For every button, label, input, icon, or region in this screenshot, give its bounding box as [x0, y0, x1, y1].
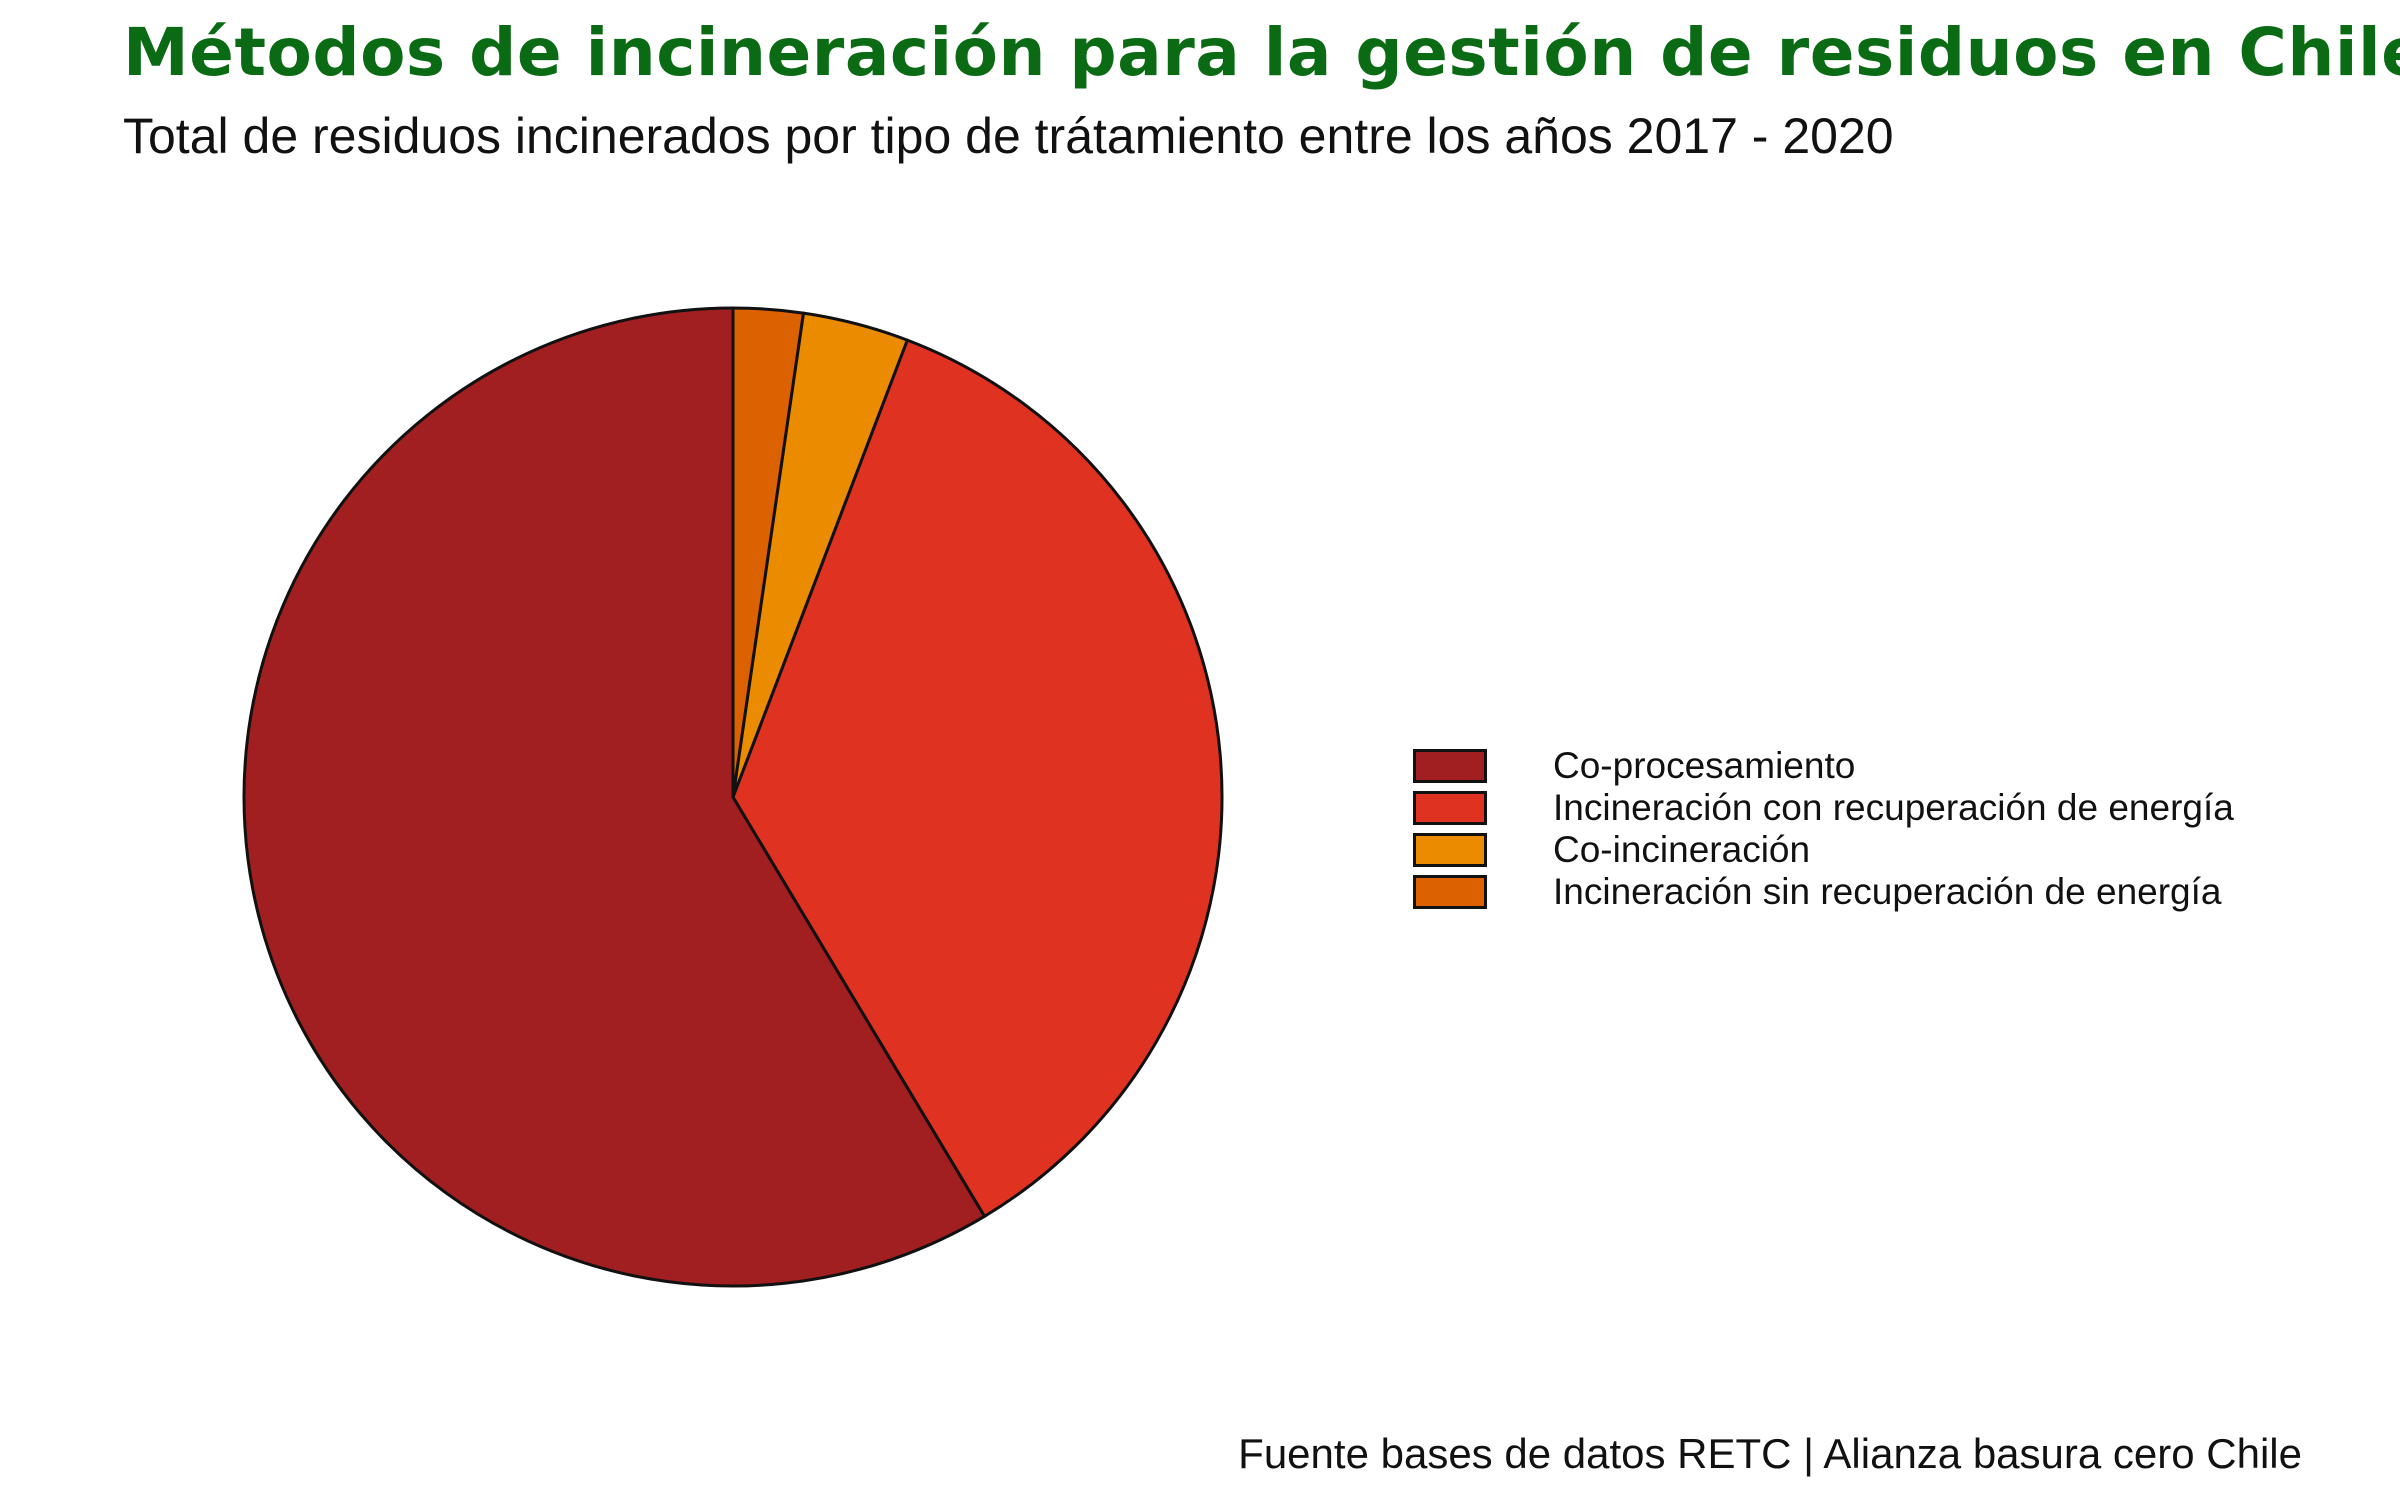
legend-label: Co-incineración	[1553, 829, 1811, 870]
chart-legend: Co-procesamiento Incineración con recuper…	[1413, 745, 2234, 913]
legend-swatch	[1413, 749, 1487, 783]
legend-item: Co-incineración	[1413, 829, 2234, 871]
legend-label: Incineración sin recuperación de energía	[1553, 871, 2222, 912]
legend-item: Incineración con recuperación de energía	[1413, 787, 2234, 829]
pie-slice-incineracion-con-recuperacion-de-energia	[731, 338, 1224, 1218]
pie-slice-co-procesamiento	[242, 306, 987, 1288]
pie-slice-incineracion-sin-recuperacion-de-energia	[731, 306, 805, 799]
legend-label: Co-procesamiento	[1553, 745, 1856, 786]
chart-subtitle: Total de residuos incinerados por tipo d…	[123, 108, 1894, 164]
legend-swatch	[1413, 875, 1487, 909]
source-caption: Fuente bases de datos RETC | Alianza bas…	[1238, 1430, 2302, 1477]
legend-item: Incineración sin recuperación de energía	[1413, 871, 2234, 913]
legend-swatch	[1413, 791, 1487, 825]
chart-title: Métodos de incineración para la gestión …	[123, 14, 2400, 91]
legend-item: Co-procesamiento	[1413, 745, 2234, 787]
legend-label: Incineración con recuperación de energía	[1553, 787, 2234, 828]
legend-swatch	[1413, 833, 1487, 867]
pie-slices	[242, 306, 1224, 1288]
